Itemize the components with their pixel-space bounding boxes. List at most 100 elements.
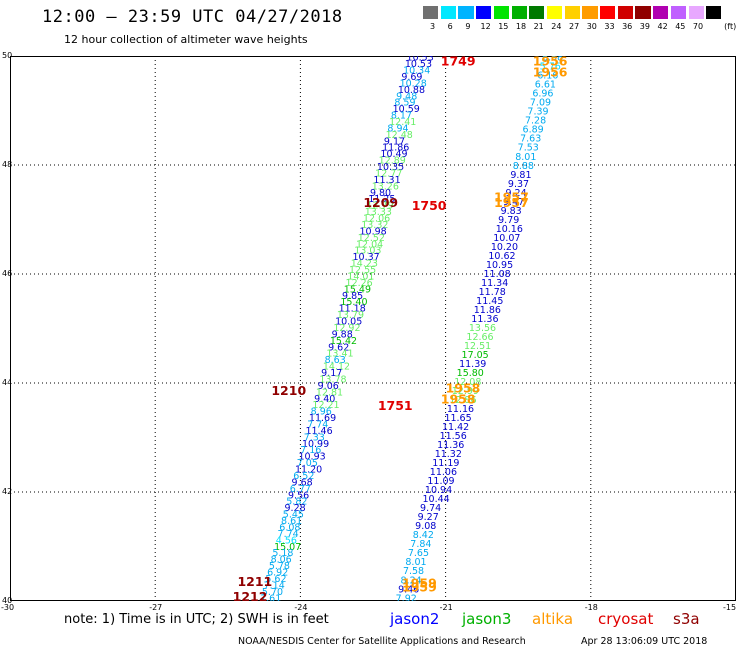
swh-value: 10.16 <box>496 224 523 235</box>
swh-value: 12.79 <box>366 201 393 212</box>
swh-value: 6.77 <box>290 484 311 495</box>
swh-value: 9.83 <box>501 206 522 217</box>
scale-label: 21 <box>533 22 544 31</box>
swh-value: 6.61 <box>535 80 556 91</box>
swh-value: 9.40 <box>314 394 335 405</box>
swh-value: 7.74 <box>307 419 328 430</box>
scale-swatch <box>582 6 598 19</box>
swh-value: 11.65 <box>444 413 471 424</box>
scale-swatch <box>564 6 580 19</box>
swh-value: 7.09 <box>530 98 551 109</box>
pass-time-label: 1957 <box>494 195 529 210</box>
swh-value: 9.79 <box>498 215 519 226</box>
swh-value: 10.20 <box>491 242 518 253</box>
swh-value: 9.28 <box>285 503 306 514</box>
swh-value: 6.58 <box>542 56 563 64</box>
pass-time-label: 1210 <box>271 383 306 398</box>
swh-value: 11.36 <box>471 314 498 325</box>
legend-item: jason2 <box>390 610 440 628</box>
swh-value: 10.88 <box>398 85 425 96</box>
pass-time-label: 1959 <box>402 579 437 594</box>
swh-value: 10.44 <box>422 494 449 505</box>
scale-swatch <box>511 6 527 19</box>
legend-item: altika <box>532 610 574 628</box>
swh-value: 13.41 <box>326 349 353 360</box>
swh-value: 9.69 <box>401 72 422 83</box>
scale-swatch <box>688 6 704 19</box>
legend-item: jason3 <box>462 610 512 628</box>
pass-time-label: 1958 <box>446 380 481 395</box>
pass-time-label: 1209 <box>363 195 398 210</box>
swh-value: 10.94 <box>425 485 452 496</box>
swh-value: 8.01 <box>405 557 426 568</box>
swh-value: 10.98 <box>359 226 386 237</box>
scale-swatch <box>493 6 510 19</box>
latitude-label: 40 <box>2 596 13 605</box>
swh-value: 9.06 <box>318 381 339 392</box>
scale-label: 3 <box>429 22 436 31</box>
swh-value: 12.77 <box>375 168 402 179</box>
swh-value: 11.36 <box>437 440 464 451</box>
swh-value: 12.89 <box>379 156 406 167</box>
swh-value: 9.68 <box>292 477 313 488</box>
swh-value: 8.61 <box>281 516 302 527</box>
swh-value: 10.95 <box>486 260 513 271</box>
swh-value: 6.52 <box>293 471 314 482</box>
latitude-label: 46 <box>2 269 13 278</box>
longitude-label: -24 <box>294 603 308 612</box>
swh-value: 7.84 <box>410 539 431 550</box>
swh-value: 13.32 <box>361 220 388 231</box>
latitude-label: 42 <box>2 487 13 496</box>
swh-value: 11.25 <box>368 194 395 205</box>
swh-value: 13.26 <box>372 181 399 192</box>
longitude-label: -18 <box>584 603 598 612</box>
swh-value: 4.56 <box>276 535 297 546</box>
latitude-label: 44 <box>2 378 13 387</box>
swh-value: 5.18 <box>272 548 293 559</box>
pass-time-label: 1956 <box>533 64 568 79</box>
swh-value: 10.05 <box>335 317 362 328</box>
swh-value: 12.21 <box>312 400 339 411</box>
swh-value: 12.26 <box>346 278 373 289</box>
swh-value: 9.56 <box>288 490 309 501</box>
scale-label: 36 <box>622 22 633 31</box>
longitude-label: -21 <box>439 603 453 612</box>
swh-value: 6.16 <box>537 71 558 82</box>
swh-value: 12.04 <box>356 239 383 250</box>
swh-value: 11.39 <box>459 359 486 370</box>
swh-value: 10.53 <box>407 56 434 64</box>
swh-value: 9.62 <box>328 342 349 353</box>
pass-time-label: 1211 <box>237 574 272 589</box>
swh-value: 11.45 <box>476 296 503 307</box>
scale-swatch <box>653 6 669 19</box>
swh-value: 6.96 <box>532 89 553 100</box>
swh-value: 9.81 <box>510 170 531 181</box>
swh-value: 14.23 <box>351 259 378 270</box>
swh-value: 11.06 <box>430 467 457 478</box>
scale-swatch <box>706 6 722 19</box>
swh-value: 10.93 <box>298 452 325 463</box>
swh-value: 7.61 <box>260 593 281 601</box>
scale-label: 45 <box>675 22 686 31</box>
swh-value: 15.07 <box>274 542 301 553</box>
swh-value: 12.08 <box>454 377 481 388</box>
swh-value: 13.79 <box>337 310 364 321</box>
swh-value: 7.92 <box>396 593 417 601</box>
swh-value: 11.86 <box>382 143 409 154</box>
swh-value: 10.49 <box>380 149 407 160</box>
swh-value: 7.74 <box>278 529 299 540</box>
swh-value: 11.78 <box>479 287 506 298</box>
swh-value: 12.06 <box>363 214 390 225</box>
scale-label: 15 <box>498 22 509 31</box>
scale-swatch <box>440 6 456 19</box>
swh-value: 5.76 <box>540 62 561 73</box>
footer-note: note: 1) Time is in UTC; 2) SWH is in fe… <box>64 612 329 627</box>
scale-swatch <box>546 6 563 19</box>
pass-time-label: 1957 <box>494 190 529 205</box>
swh-value: 7.28 <box>525 116 546 127</box>
swh-value: 5.62 <box>265 574 286 585</box>
swh-value: 12.48 <box>386 130 413 141</box>
swh-value: 12.41 <box>389 117 416 128</box>
swh-value: 7.65 <box>408 548 429 559</box>
swh-value: 17.05 <box>462 350 489 361</box>
